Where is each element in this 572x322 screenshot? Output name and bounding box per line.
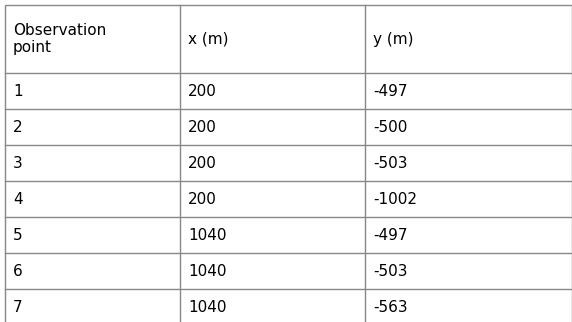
Text: 5: 5 (13, 228, 23, 242)
Text: 3: 3 (13, 156, 23, 171)
Text: x (m): x (m) (188, 32, 228, 46)
Text: -1002: -1002 (373, 192, 417, 206)
Text: -497: -497 (373, 83, 407, 99)
Text: 200: 200 (188, 192, 217, 206)
Text: Observation
point: Observation point (13, 23, 106, 55)
Text: 6: 6 (13, 263, 23, 279)
Text: 4: 4 (13, 192, 23, 206)
Text: 1040: 1040 (188, 263, 227, 279)
Text: 1040: 1040 (188, 228, 227, 242)
Text: 2: 2 (13, 119, 23, 135)
Text: 7: 7 (13, 299, 23, 315)
Text: y (m): y (m) (373, 32, 414, 46)
Text: 1: 1 (13, 83, 23, 99)
Text: -503: -503 (373, 156, 407, 171)
Text: -563: -563 (373, 299, 408, 315)
Text: 200: 200 (188, 119, 217, 135)
Text: -503: -503 (373, 263, 407, 279)
Text: -497: -497 (373, 228, 407, 242)
Text: -500: -500 (373, 119, 407, 135)
Text: 200: 200 (188, 156, 217, 171)
Text: 1040: 1040 (188, 299, 227, 315)
Text: 200: 200 (188, 83, 217, 99)
